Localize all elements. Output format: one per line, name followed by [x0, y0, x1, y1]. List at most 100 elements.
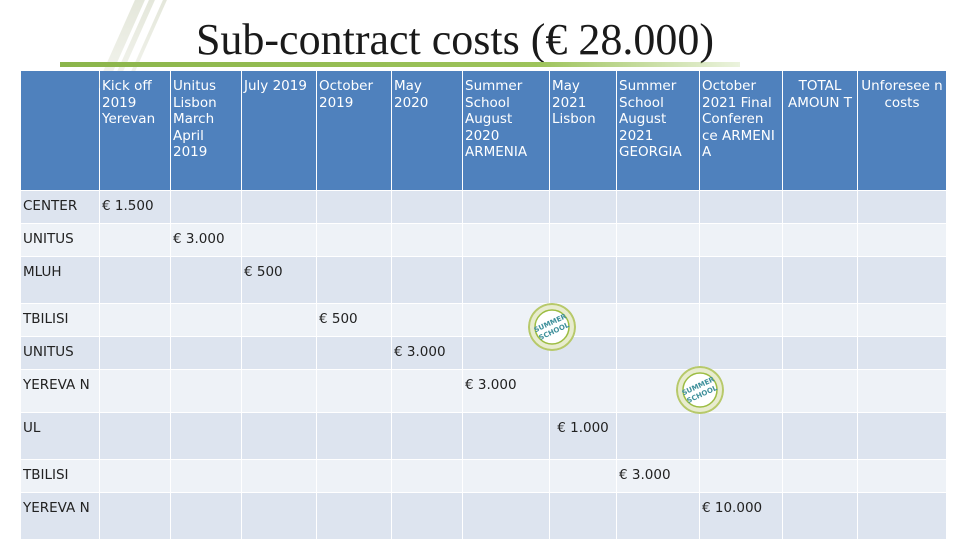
empty-cell	[858, 224, 946, 256]
empty-cell	[783, 370, 857, 412]
empty-cell	[171, 493, 241, 539]
header-summer-school-2020: Summer School August 2020 ARMENIA	[463, 71, 549, 190]
empty-cell	[171, 370, 241, 412]
empty-cell	[463, 191, 549, 223]
table-row: UNITUS € 3.000	[21, 224, 946, 256]
empty-cell	[700, 257, 782, 303]
empty-cell	[463, 413, 549, 459]
empty-cell	[783, 257, 857, 303]
row-partner-label: UNITUS	[21, 337, 99, 369]
empty-cell	[858, 191, 946, 223]
empty-cell	[392, 304, 462, 336]
empty-cell	[317, 224, 391, 256]
empty-cell	[858, 337, 946, 369]
empty-cell	[392, 370, 462, 412]
empty-cell	[100, 413, 170, 459]
empty-cell	[858, 304, 946, 336]
cost-value-cell: € 3.000	[617, 460, 699, 492]
empty-cell	[550, 224, 616, 256]
empty-cell	[100, 304, 170, 336]
table-row: CENTER € 1.500	[21, 191, 946, 223]
empty-cell	[317, 370, 391, 412]
cost-value-cell: € 1.000	[550, 413, 616, 459]
empty-cell	[858, 493, 946, 539]
cost-value-cell: € 1.500	[100, 191, 170, 223]
empty-cell	[242, 337, 316, 369]
empty-cell	[858, 460, 946, 492]
empty-cell	[100, 337, 170, 369]
empty-cell	[392, 493, 462, 539]
empty-cell	[700, 413, 782, 459]
table-row: TBILISI € 500	[21, 304, 946, 336]
empty-cell	[242, 413, 316, 459]
row-partner-label: TBILISI	[21, 460, 99, 492]
table-row: UNITUS € 3.000	[21, 337, 946, 369]
empty-cell	[317, 337, 391, 369]
empty-cell	[171, 413, 241, 459]
cost-value-cell: € 3.000	[392, 337, 462, 369]
header-row: Kick off 2019 Yerevan Unitus Lisbon Marc…	[21, 71, 946, 190]
empty-cell	[171, 337, 241, 369]
empty-cell	[858, 257, 946, 303]
empty-cell	[463, 224, 549, 256]
empty-cell	[171, 191, 241, 223]
table-row: TBILISI € 3.000	[21, 460, 946, 492]
empty-cell	[700, 224, 782, 256]
empty-cell	[617, 337, 699, 369]
empty-cell	[392, 191, 462, 223]
empty-cell	[100, 257, 170, 303]
empty-cell	[700, 337, 782, 369]
empty-cell	[242, 191, 316, 223]
cost-value-cell: € 500	[317, 304, 391, 336]
header-october-2019: October 2019	[317, 71, 391, 190]
header-october-2021-final: October 2021 Final Conferen ce ARMENI A	[700, 71, 782, 190]
table-row: MLUH € 500	[21, 257, 946, 303]
title-underline	[60, 62, 740, 67]
row-partner-label: YEREVA N	[21, 370, 99, 412]
empty-cell	[392, 257, 462, 303]
empty-cell	[242, 304, 316, 336]
empty-cell	[463, 493, 549, 539]
header-summer-school-2021: Summer School August 2021 GEORGIA	[617, 71, 699, 190]
empty-cell	[392, 413, 462, 459]
cost-value-cell: € 3.000	[463, 370, 549, 412]
row-partner-label: CENTER	[21, 191, 99, 223]
empty-cell	[783, 304, 857, 336]
empty-cell	[783, 337, 857, 369]
empty-cell	[392, 224, 462, 256]
empty-cell	[783, 224, 857, 256]
empty-cell	[317, 493, 391, 539]
empty-cell	[617, 224, 699, 256]
header-kickoff-2019: Kick off 2019 Yerevan	[100, 71, 170, 190]
empty-cell	[550, 493, 616, 539]
table-row: YEREVA N € 3.000	[21, 370, 946, 412]
empty-cell	[463, 257, 549, 303]
empty-cell	[100, 493, 170, 539]
header-july-2019: July 2019	[242, 71, 316, 190]
cost-value-cell: € 10.000	[700, 493, 782, 539]
empty-cell	[317, 413, 391, 459]
summer-school-badge-2021: SUMMER SCHOOL	[676, 366, 724, 414]
costs-table: Kick off 2019 Yerevan Unitus Lisbon Marc…	[20, 70, 947, 540]
summer-school-badge-2020: SUMMER SCHOOL	[528, 303, 576, 351]
table-body: CENTER € 1.500 UNITUS € 3.000 MLUH € 500 TBILI…	[21, 191, 946, 539]
empty-cell	[617, 257, 699, 303]
empty-cell	[242, 493, 316, 539]
empty-cell	[617, 493, 699, 539]
header-may-2021: May 2021 Lisbon	[550, 71, 616, 190]
empty-cell	[317, 191, 391, 223]
row-partner-label: TBILISI	[21, 304, 99, 336]
empty-cell	[463, 460, 549, 492]
empty-cell	[700, 460, 782, 492]
empty-cell	[700, 191, 782, 223]
row-partner-label: MLUH	[21, 257, 99, 303]
table-row: UL € 1.000	[21, 413, 946, 459]
empty-cell	[171, 460, 241, 492]
empty-cell	[700, 304, 782, 336]
empty-cell	[550, 257, 616, 303]
empty-cell	[783, 460, 857, 492]
empty-cell	[550, 460, 616, 492]
empty-cell	[858, 370, 946, 412]
row-partner-label: UL	[21, 413, 99, 459]
empty-cell	[783, 413, 857, 459]
